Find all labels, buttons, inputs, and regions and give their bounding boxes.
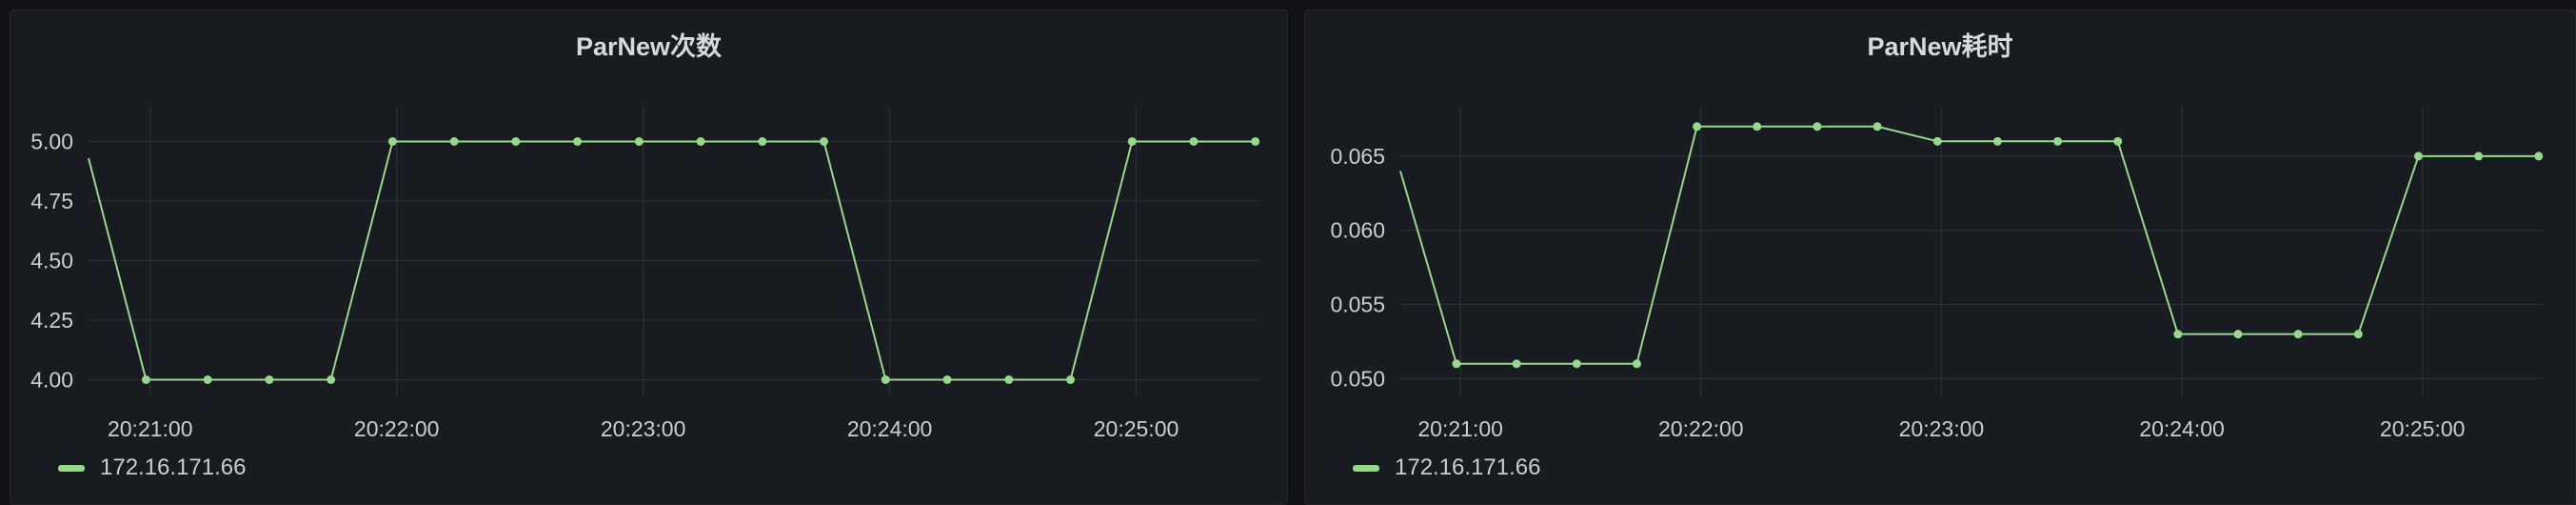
x-tick-label: 20:24:00 [847,416,933,441]
x-tick-label: 20:22:00 [354,416,440,441]
data-point [1189,137,1199,146]
y-tick-label: 4.00 [30,368,73,393]
y-tick-label: 4.75 [30,189,73,213]
data-point [820,137,829,146]
data-point [2053,136,2063,146]
data-point [1065,375,1075,384]
chart-parnew-time: 0.050 0.055 0.060 0.065 20:21:00 20:22:00 20:2… [1330,106,2544,441]
data-point [1932,136,1942,146]
data-point [511,137,521,146]
data-point [1693,122,1702,131]
data-point [141,375,150,384]
data-point [2293,330,2303,339]
data-point [1992,136,2002,146]
data-point [2534,152,2544,161]
data-point [1873,122,1882,131]
panel-parnew-time[interactable]: ParNew耗时 0.050 0.055 0.060 0.065 20:21:00 20:… [1304,10,2576,505]
data-point [387,137,397,146]
data-point [2113,136,2123,146]
data-point [1452,359,1461,369]
panel-title[interactable]: ParNew次数 [575,32,723,61]
x-tick-label: 20:23:00 [601,416,686,441]
data-point [1632,359,1641,369]
legend-label[interactable]: 172.16.171.66 [100,454,247,480]
data-point [2413,152,2423,161]
x-tick-label: 20:25:00 [2380,416,2466,441]
data-point [2353,330,2363,339]
y-tick-label: 5.00 [30,130,73,154]
data-point [327,375,336,384]
data-point [449,137,459,146]
legend[interactable]: 172.16.171.66 [58,454,246,481]
chart-parnew-count: 4.00 4.25 4.50 4.75 5.00 20:21:00 20:22:00 20:2… [30,106,1260,441]
x-tick-label: 20:25:00 [1094,416,1179,441]
data-point [265,375,274,384]
x-tick-label: 20:22:00 [1658,416,1744,441]
data-point [696,137,705,146]
x-tick-label: 20:21:00 [1417,416,1503,441]
legend-swatch [58,464,85,472]
panel-title[interactable]: ParNew耗时 [1867,32,2013,61]
legend-label[interactable]: 172.16.171.66 [1395,454,1541,480]
data-point [573,137,583,146]
y-tick-label: 0.065 [1330,144,1385,169]
series-line [1399,125,2539,365]
data-point [758,137,767,146]
series-line [88,140,1256,381]
data-point [1753,122,1762,131]
data-point [1127,137,1137,146]
data-point [2173,330,2183,339]
data-point [1512,359,1521,369]
data-point [942,375,952,384]
data-point [203,375,212,384]
panel-parnew-count[interactable]: ParNew次数 4.00 4.25 4.50 4.75 5.00 20:21:00 20:… [10,10,1288,505]
y-tick-label: 0.055 [1330,293,1385,317]
y-tick-label: 4.50 [30,249,73,273]
legend-swatch [1353,464,1379,472]
data-point [881,375,890,384]
data-point [1572,359,1581,369]
data-point [1251,137,1260,146]
legend[interactable]: 172.16.171.66 [1353,454,1540,481]
x-tick-label: 20:21:00 [108,416,193,441]
x-tick-label: 20:24:00 [2139,416,2225,441]
data-point [634,137,644,146]
data-point [2474,152,2484,161]
data-point [2233,330,2243,339]
y-tick-label: 4.25 [30,308,73,333]
y-tick-label: 0.060 [1330,218,1385,243]
data-point [1004,375,1014,384]
x-tick-label: 20:23:00 [1899,416,1985,441]
data-point [1813,122,1822,131]
y-tick-label: 0.050 [1330,366,1385,391]
